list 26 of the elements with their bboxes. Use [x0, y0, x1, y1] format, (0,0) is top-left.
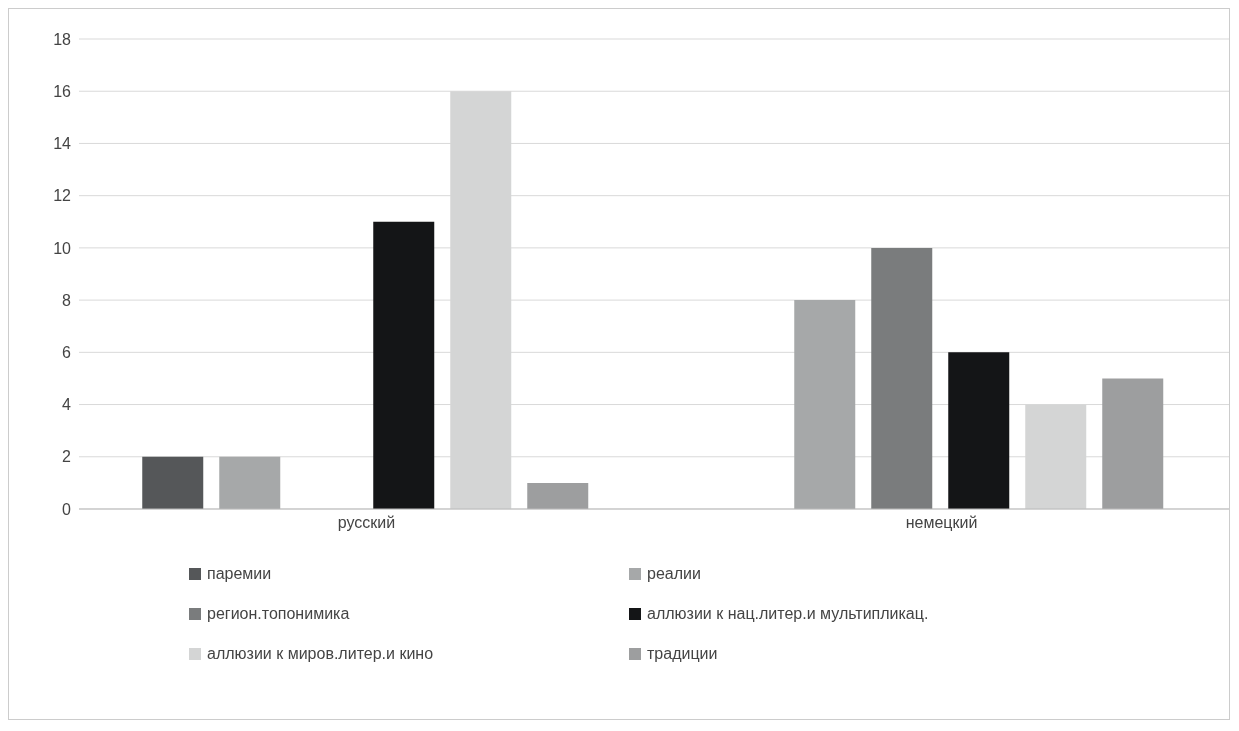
- legend-label: паремии: [207, 565, 272, 583]
- x-tick-label: русский: [337, 514, 396, 532]
- y-tick-label: 18: [53, 30, 72, 48]
- y-tick-label: 8: [62, 291, 72, 309]
- y-tick-label: 4: [62, 396, 72, 414]
- y-tick-label: 6: [62, 344, 72, 362]
- bar: [794, 300, 856, 509]
- bar: [142, 456, 204, 509]
- legend-label: традиции: [647, 645, 718, 663]
- y-tick-label: 0: [62, 500, 72, 518]
- bar: [219, 456, 281, 509]
- y-tick-label: 12: [53, 187, 72, 205]
- y-tick-label: 16: [53, 82, 72, 100]
- bar: [948, 352, 1010, 509]
- legend-label: аллюзии к нац.литер.и мультипликац.: [647, 605, 929, 623]
- bar: [373, 221, 435, 509]
- legend-label: регион.топонимика: [207, 605, 350, 623]
- y-tick-label: 10: [53, 239, 72, 257]
- legend-label: реалии: [647, 565, 701, 583]
- bar: [871, 247, 933, 509]
- legend-label: аллюзии к миров.литер.и кино: [207, 645, 434, 663]
- bar: [527, 482, 589, 509]
- bar: [1102, 378, 1164, 509]
- x-tick-label: немецкий: [905, 514, 978, 532]
- y-tick-label: 2: [62, 448, 72, 466]
- y-tick-label: 14: [53, 135, 72, 153]
